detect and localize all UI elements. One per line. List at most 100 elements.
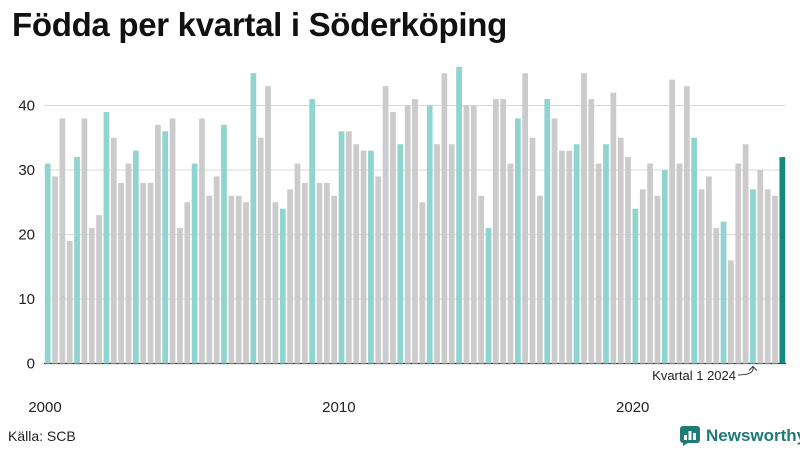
bar xyxy=(492,99,499,364)
y-axis-ticks: 0 10 20 30 40 xyxy=(18,98,35,373)
bar xyxy=(706,176,712,364)
bar xyxy=(529,137,536,364)
bar xyxy=(757,170,764,364)
bar xyxy=(434,144,440,364)
y-tick-label: 0 xyxy=(27,356,35,373)
x-tick-label: 2010 xyxy=(322,399,355,416)
bar xyxy=(764,189,771,364)
brand-logo: Newsworthy xyxy=(680,425,800,447)
bar xyxy=(331,195,338,364)
bar xyxy=(720,221,727,364)
bar xyxy=(470,105,477,364)
chart-title: Födda per kvartal i Söderköping xyxy=(12,6,507,43)
bar xyxy=(316,182,323,364)
x-tick-label: 2020 xyxy=(616,399,649,416)
bar xyxy=(301,182,308,364)
newsworthy-logo-icon xyxy=(680,426,700,446)
x-axis-ticks: 2000 2010 2020 xyxy=(28,399,649,416)
bar xyxy=(375,176,382,364)
bar xyxy=(338,131,345,364)
bar xyxy=(514,118,521,364)
bar xyxy=(88,228,95,364)
y-tick-label: 40 xyxy=(18,98,35,115)
y-tick-label: 30 xyxy=(18,162,35,179)
bars xyxy=(44,66,786,364)
bar xyxy=(323,182,330,364)
bar xyxy=(691,137,698,364)
bar xyxy=(206,195,213,364)
bar xyxy=(661,170,668,364)
bar xyxy=(412,99,418,364)
bar xyxy=(676,163,683,364)
bar xyxy=(199,118,205,364)
x-tick-label: 2000 xyxy=(28,399,61,416)
bar xyxy=(147,182,154,364)
bar xyxy=(654,195,661,364)
bar xyxy=(228,195,235,364)
bar xyxy=(397,144,404,364)
annotation-label: Kvartal 1 2024 xyxy=(652,368,736,383)
bar xyxy=(419,202,426,364)
bar xyxy=(390,111,396,364)
bar xyxy=(140,182,147,364)
annotation-arrow xyxy=(737,366,754,376)
bar xyxy=(551,118,558,364)
bar xyxy=(610,92,617,364)
annotation-arrowhead xyxy=(748,365,758,371)
bar xyxy=(132,150,139,364)
bar xyxy=(382,86,389,364)
bar xyxy=(235,195,242,364)
y-tick-label: 20 xyxy=(18,227,35,244)
bar xyxy=(500,99,507,364)
bar xyxy=(566,150,573,364)
bar xyxy=(346,131,352,364)
bar xyxy=(191,163,198,364)
bar xyxy=(59,118,66,364)
bar xyxy=(669,79,675,364)
bar xyxy=(544,99,551,364)
bar xyxy=(485,228,492,364)
bar xyxy=(779,157,786,364)
bar xyxy=(463,105,470,364)
bar xyxy=(221,124,227,364)
bar xyxy=(625,157,631,364)
bar xyxy=(537,195,543,364)
y-tick-label: 10 xyxy=(18,291,35,308)
bar xyxy=(683,86,690,364)
bar xyxy=(559,150,565,364)
bar xyxy=(353,144,360,364)
bar xyxy=(772,195,778,364)
bar xyxy=(125,163,132,364)
brand-name: Newsworthy xyxy=(706,426,800,445)
source-note: Källa: SCB xyxy=(8,428,76,444)
bar xyxy=(507,163,514,364)
bar xyxy=(169,118,176,364)
bar xyxy=(257,137,264,364)
bar xyxy=(603,144,609,364)
bar xyxy=(441,73,448,364)
bar xyxy=(272,202,279,364)
bar xyxy=(588,99,595,364)
bar xyxy=(243,202,249,364)
bar xyxy=(478,195,484,364)
bar xyxy=(96,215,102,364)
bar xyxy=(250,73,257,364)
bar xyxy=(213,176,220,364)
bar xyxy=(309,99,316,364)
bar xyxy=(287,189,293,364)
bar-chart: 0 10 20 30 40 2000 2010 2020 Kvartal 1 2024 xyxy=(18,66,786,416)
bar xyxy=(581,73,587,364)
bar xyxy=(647,163,653,364)
bar xyxy=(177,228,183,364)
bar xyxy=(426,105,433,364)
bar xyxy=(728,260,734,364)
bar xyxy=(294,163,301,364)
bar xyxy=(103,111,110,364)
bar xyxy=(404,105,411,364)
bar xyxy=(52,176,58,364)
bar xyxy=(368,150,374,364)
bar xyxy=(44,163,51,364)
bar xyxy=(162,131,169,364)
bar xyxy=(184,202,191,364)
bar xyxy=(522,73,529,364)
